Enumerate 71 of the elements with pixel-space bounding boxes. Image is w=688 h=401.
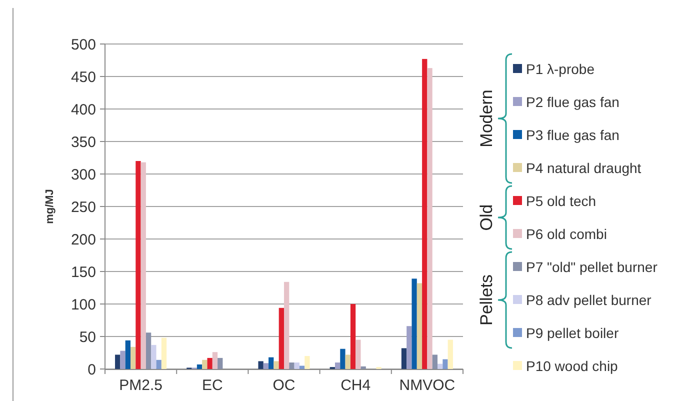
y-tick-label: 500 [70, 36, 96, 54]
bar [432, 354, 438, 369]
legend-label: P5 old tech [526, 192, 596, 209]
bar [360, 366, 366, 369]
x-tick-label: EC [202, 377, 223, 394]
y-tick-label: 450 [70, 68, 96, 86]
y-tick-label: 150 [70, 264, 96, 281]
bar [442, 359, 448, 369]
bar [299, 366, 305, 369]
y-tick-label: 400 [70, 101, 96, 118]
bar [146, 332, 152, 369]
bar [284, 282, 290, 369]
y-tick-label: 300 [70, 166, 96, 184]
bar [140, 162, 146, 369]
bar [218, 358, 223, 369]
bar [289, 362, 294, 369]
bar [274, 361, 279, 369]
legend-label: P4 natural draught [526, 160, 642, 176]
text: Old [477, 204, 496, 231]
bar [422, 58, 428, 369]
legend-label: P6 old combi [526, 226, 607, 242]
bar [125, 340, 130, 369]
legend-label: P9 pellet boiler [526, 324, 619, 341]
bar [340, 348, 346, 369]
bar [278, 308, 284, 369]
bar [412, 278, 417, 369]
legend-label: P2 flue gas fan [526, 94, 620, 110]
legend-label: P7 "old" pellet burner [526, 258, 658, 275]
y-tick-label: 0 [88, 361, 96, 378]
bar [406, 326, 412, 369]
y-tick-label: 200 [70, 231, 96, 248]
x-tick-label: PM2.5 [119, 377, 162, 394]
legend-label: P3 flue gas fan [526, 126, 620, 143]
bar [136, 161, 141, 369]
bar [294, 362, 300, 369]
y-tick-label: 350 [70, 134, 96, 151]
x-tick-label: OC [272, 377, 296, 394]
legend-label: P8 adv pellet burner [526, 292, 652, 308]
bar [268, 357, 274, 369]
bar [130, 346, 136, 369]
bar [212, 352, 218, 369]
text: Modern [477, 90, 496, 148]
y-tick-label: 50 [79, 328, 96, 346]
text: Pellets [477, 274, 496, 326]
bar [156, 360, 162, 369]
bar [202, 360, 208, 369]
bar [207, 358, 212, 369]
legend-label: P1 λ-probe [526, 60, 595, 77]
bar [416, 283, 422, 369]
bar [151, 344, 156, 369]
y-tick-label: 100 [70, 296, 96, 314]
bar [438, 364, 443, 369]
bar [161, 338, 167, 369]
bar [304, 356, 310, 369]
y-tick-label: 250 [70, 198, 96, 216]
bar [263, 363, 269, 369]
bar [120, 350, 126, 369]
x-tick-label: CH4 [340, 377, 371, 394]
legend-label: P10 wood chip [526, 358, 618, 374]
y-axis-title: mg/MJ [44, 189, 56, 224]
bar [448, 340, 453, 369]
bar [196, 364, 202, 369]
bar [345, 354, 350, 369]
x-tick-label: NMVOC [399, 377, 456, 394]
bar [258, 361, 264, 369]
bar [115, 354, 120, 369]
bar [401, 348, 407, 369]
bar [350, 304, 356, 369]
bar [334, 362, 340, 369]
bar [427, 68, 432, 369]
bar [356, 340, 361, 369]
